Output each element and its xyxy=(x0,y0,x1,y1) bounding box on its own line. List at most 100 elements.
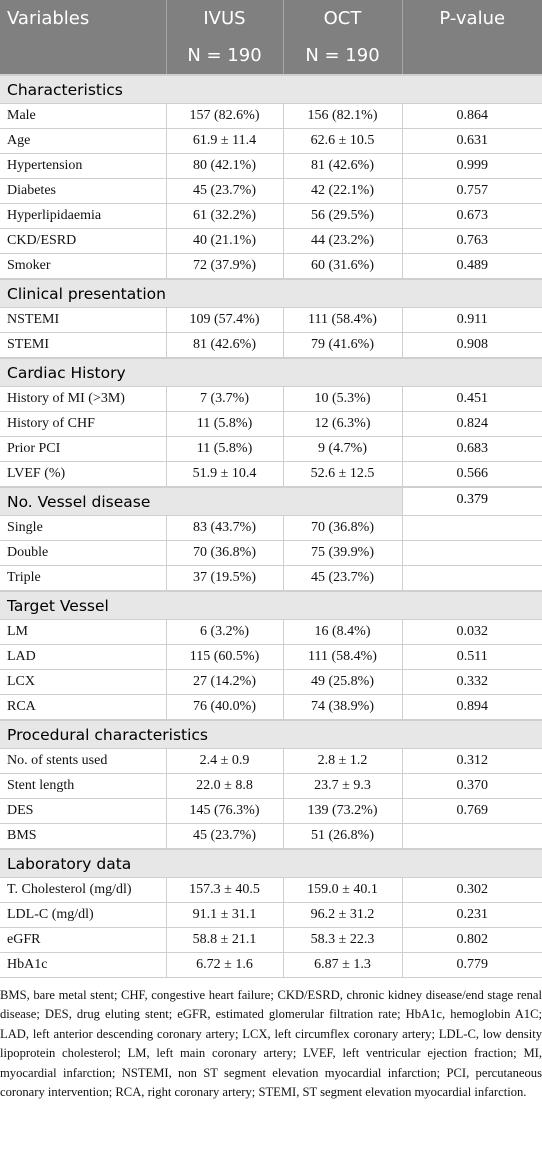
variable-cell: Male xyxy=(0,103,166,129)
value-cell: 111 (58.4%) xyxy=(282,307,402,333)
value-cell: 62.6 ± 10.5 xyxy=(282,128,402,154)
value-cell: 157 (82.6%) xyxy=(165,103,283,129)
data-row: STEMI 81 (42.6%) 79 (41.6%) 0.908 xyxy=(0,332,542,358)
value-cell: 9 (4.7%) xyxy=(282,436,402,462)
variable-cell: Prior PCI xyxy=(0,436,166,462)
value-cell: 2.8 ± 1.2 xyxy=(282,748,402,774)
value-cell: 0.231 xyxy=(401,902,542,928)
value-cell: 40 (21.1%) xyxy=(165,228,283,254)
value-cell: 0.908 xyxy=(401,332,542,358)
variable-cell: LCX xyxy=(0,669,166,695)
value-cell: 11 (5.8%) xyxy=(165,411,283,437)
section-row: Procedural characteristics xyxy=(0,719,542,749)
value-cell: 58.3 ± 22.3 xyxy=(282,927,402,953)
header-cell: OCT xyxy=(282,0,402,37)
section-row: Target Vessel xyxy=(0,590,542,620)
data-row: History of CHF 11 (5.8%) 12 (6.3%) 0.824 xyxy=(0,411,542,437)
value-cell: 0.824 xyxy=(401,411,542,437)
value-cell: 2.4 ± 0.9 xyxy=(165,748,283,774)
data-row: Hypertension 80 (42.1%) 81 (42.6%) 0.999 xyxy=(0,153,542,179)
section-p-value: 0.379 xyxy=(401,486,542,516)
section-title: Cardiac History xyxy=(0,357,542,387)
value-cell: 81 (42.6%) xyxy=(165,332,283,358)
header-row: N = 190 N = 190 xyxy=(0,37,542,75)
section-title: Clinical presentation xyxy=(0,278,542,308)
value-cell: 0.489 xyxy=(401,253,542,279)
section-title: Target Vessel xyxy=(0,590,542,620)
value-cell: 96.2 ± 31.2 xyxy=(282,902,402,928)
variable-cell: eGFR xyxy=(0,927,166,953)
data-row: Double 70 (36.8%) 75 (39.9%) xyxy=(0,540,542,566)
variable-cell: NSTEMI xyxy=(0,307,166,333)
value-cell: 139 (73.2%) xyxy=(282,798,402,824)
header-cell: Variables xyxy=(0,0,166,37)
table-body: Variables IVUS OCT P-value N = 190 N = 1… xyxy=(0,0,542,977)
data-row: LCX 27 (14.2%) 49 (25.8%) 0.332 xyxy=(0,669,542,695)
section-row: Characteristics xyxy=(0,74,542,104)
value-cell: 49 (25.8%) xyxy=(282,669,402,695)
variable-cell: Age xyxy=(0,128,166,154)
variable-cell: BMS xyxy=(0,823,166,849)
data-row: DES 145 (76.3%) 139 (73.2%) 0.769 xyxy=(0,798,542,824)
value-cell xyxy=(401,823,542,849)
data-row: LAD 115 (60.5%) 111 (58.4%) 0.511 xyxy=(0,644,542,670)
section-title: Laboratory data xyxy=(0,848,542,878)
value-cell: 42 (22.1%) xyxy=(282,178,402,204)
value-cell: 80 (42.1%) xyxy=(165,153,283,179)
value-cell: 0.779 xyxy=(401,952,542,977)
value-cell: 0.370 xyxy=(401,773,542,799)
value-cell: 0.894 xyxy=(401,694,542,720)
value-cell: 0.673 xyxy=(401,203,542,229)
value-cell: 0.911 xyxy=(401,307,542,333)
variable-cell: LDL-C (mg/dl) xyxy=(0,902,166,928)
variable-cell: Hyperlipidaemia xyxy=(0,203,166,229)
variable-cell: CKD/ESRD xyxy=(0,228,166,254)
footnote: BMS, bare metal stent; CHF, congestive h… xyxy=(0,977,542,1102)
value-cell: 72 (37.9%) xyxy=(165,253,283,279)
value-cell: 61.9 ± 11.4 xyxy=(165,128,283,154)
value-cell xyxy=(401,540,542,566)
value-cell: 6.87 ± 1.3 xyxy=(282,952,402,977)
data-row: eGFR 58.8 ± 21.1 58.3 ± 22.3 0.802 xyxy=(0,927,542,953)
variable-cell: History of CHF xyxy=(0,411,166,437)
value-cell: 22.0 ± 8.8 xyxy=(165,773,283,799)
data-row: T. Cholesterol (mg/dl) 157.3 ± 40.5 159.0 … xyxy=(0,877,542,903)
value-cell: 115 (60.5%) xyxy=(165,644,283,670)
variable-cell: Single xyxy=(0,515,166,541)
data-row: Diabetes 45 (23.7%) 42 (22.1%) 0.757 xyxy=(0,178,542,204)
header-row: Variables IVUS OCT P-value xyxy=(0,0,542,37)
data-row: RCA 76 (40.0%) 74 (38.9%) 0.894 xyxy=(0,694,542,720)
value-cell: 0.451 xyxy=(401,386,542,412)
value-cell: 44 (23.2%) xyxy=(282,228,402,254)
value-cell: 159.0 ± 40.1 xyxy=(282,877,402,903)
value-cell: 16 (8.4%) xyxy=(282,619,402,645)
value-cell: 0.631 xyxy=(401,128,542,154)
value-cell: 0.302 xyxy=(401,877,542,903)
variable-cell: Triple xyxy=(0,565,166,591)
value-cell: 70 (36.8%) xyxy=(282,515,402,541)
variable-cell: STEMI xyxy=(0,332,166,358)
value-cell: 51.9 ± 10.4 xyxy=(165,461,283,487)
data-row: Single 83 (43.7%) 70 (36.8%) xyxy=(0,515,542,541)
value-cell: 0.312 xyxy=(401,748,542,774)
data-row: LVEF (%) 51.9 ± 10.4 52.6 ± 12.5 0.566 xyxy=(0,461,542,487)
data-row: BMS 45 (23.7%) 51 (26.8%) xyxy=(0,823,542,849)
data-table: Variables IVUS OCT P-value N = 190 N = 1… xyxy=(0,0,542,977)
value-cell: 91.1 ± 31.1 xyxy=(165,902,283,928)
value-cell: 56 (29.5%) xyxy=(282,203,402,229)
value-cell: 145 (76.3%) xyxy=(165,798,283,824)
data-row: Male 157 (82.6%) 156 (82.1%) 0.864 xyxy=(0,103,542,129)
data-row: HbA1c 6.72 ± 1.6 6.87 ± 1.3 0.779 xyxy=(0,952,542,977)
value-cell: 10 (5.3%) xyxy=(282,386,402,412)
value-cell: 6 (3.2%) xyxy=(165,619,283,645)
variable-cell: HbA1c xyxy=(0,952,166,977)
value-cell: 52.6 ± 12.5 xyxy=(282,461,402,487)
data-row: Hyperlipidaemia 61 (32.2%) 56 (29.5%) 0.673 xyxy=(0,203,542,229)
value-cell: 0.999 xyxy=(401,153,542,179)
data-row: Smoker 72 (37.9%) 60 (31.6%) 0.489 xyxy=(0,253,542,279)
value-cell: 61 (32.2%) xyxy=(165,203,283,229)
header-cell xyxy=(0,37,166,75)
header-cell: N = 190 xyxy=(282,37,402,75)
value-cell xyxy=(401,515,542,541)
